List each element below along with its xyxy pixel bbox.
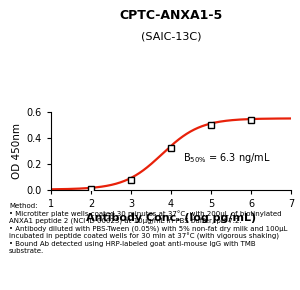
Text: CPTC-ANXA1-5: CPTC-ANXA1-5 bbox=[119, 9, 223, 22]
Text: B$_{50\%}$ = 6.3 ng/mL: B$_{50\%}$ = 6.3 ng/mL bbox=[183, 151, 271, 165]
Text: Method:
• Microtiter plate wells coated 30 minutes at 37°C  with 200μL of biotin: Method: • Microtiter plate wells coated … bbox=[9, 203, 287, 254]
X-axis label: Antibody Conc. (log pg/mL): Antibody Conc. (log pg/mL) bbox=[86, 213, 256, 223]
Text: (SAIC-13C): (SAIC-13C) bbox=[141, 32, 201, 42]
Y-axis label: OD 450nm: OD 450nm bbox=[12, 123, 22, 179]
